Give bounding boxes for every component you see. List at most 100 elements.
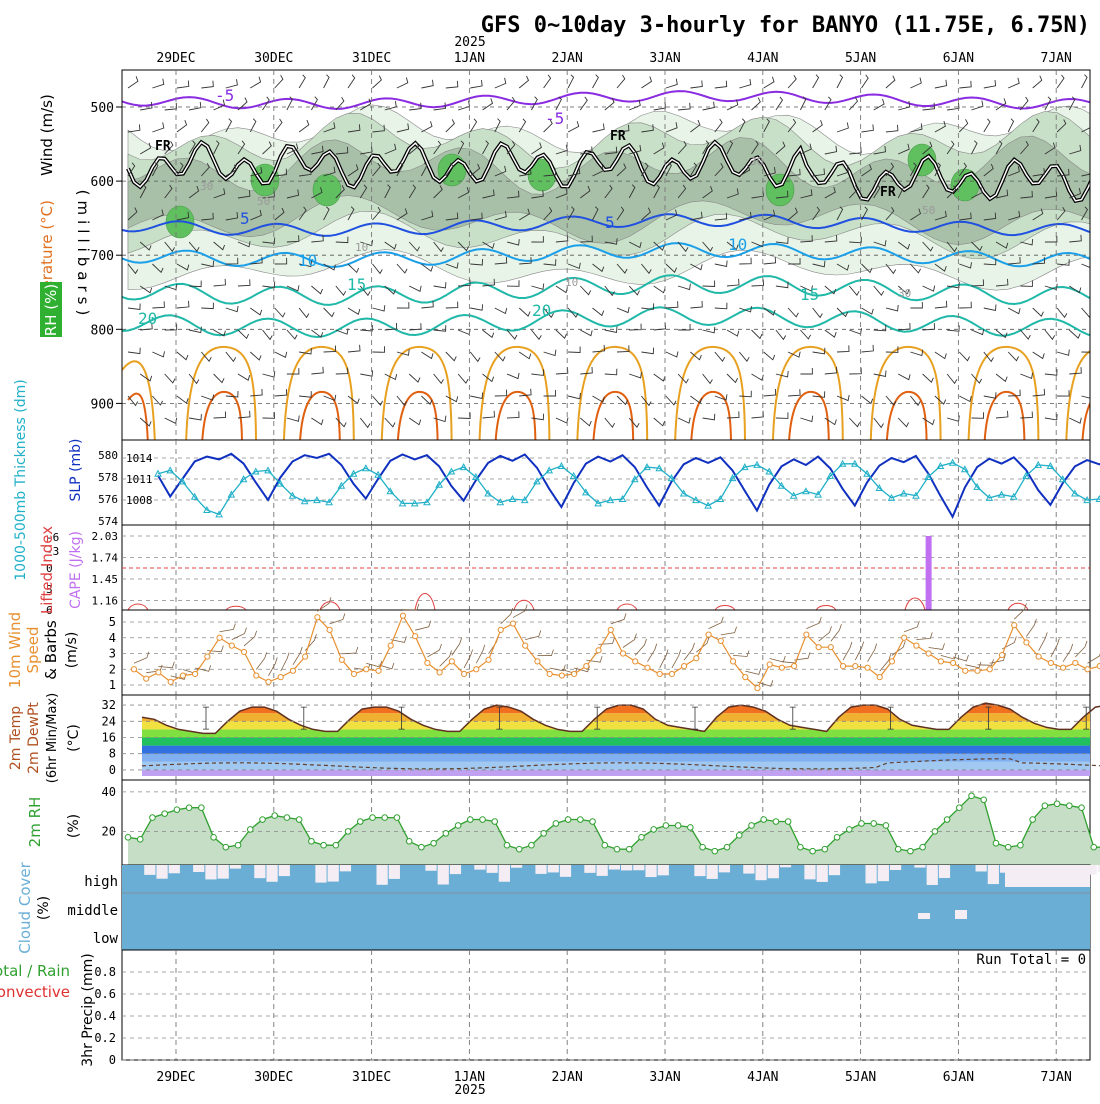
wind10-barb [831, 624, 842, 641]
cloud-high-gap [597, 865, 608, 876]
temp-legend-3: (6hr Min/Max) [45, 693, 60, 783]
wind10-barb [770, 656, 786, 662]
top-date-label: 30DEC [254, 51, 293, 66]
rh-marker [504, 842, 510, 848]
cloud-high-gap [755, 865, 766, 880]
wind-barb [1033, 76, 1042, 88]
wind-barb [373, 76, 382, 88]
rh-marker [174, 807, 180, 813]
rh-marker [761, 817, 767, 823]
wind-barb [886, 125, 898, 132]
rh-marker [345, 829, 351, 835]
temp-contour-20 [122, 307, 1100, 337]
wind-barb [764, 257, 776, 264]
wind-speed-marker [1085, 667, 1090, 672]
wind10-barb [819, 626, 832, 641]
wind-barb [984, 305, 996, 311]
wind-barb [507, 373, 519, 379]
wind-barb [910, 302, 922, 308]
cloud-high-gap [218, 865, 229, 879]
wind-barb [1094, 367, 1100, 374]
wind-barb [666, 79, 677, 88]
wind-barb [263, 371, 275, 377]
temp-contour-boundary-outer [968, 347, 1038, 445]
rh-marker [125, 835, 131, 841]
cloud-high-gap [315, 865, 326, 883]
wind-barb [690, 81, 702, 88]
wind10-barb [1039, 632, 1048, 650]
wind-barb [238, 330, 249, 338]
wind-speed-marker [327, 627, 332, 632]
temp-tick-label: 32 [102, 698, 116, 712]
rh-marker [137, 836, 143, 842]
temp-band [122, 738, 1090, 746]
slp-tick-label: 1011 [126, 473, 153, 486]
wind-barb [703, 281, 715, 287]
wind-barb [556, 330, 567, 338]
wind-barb [837, 345, 849, 352]
wind10-barb [268, 658, 277, 676]
wind-speed-marker [1024, 640, 1029, 645]
wind-barb [825, 418, 837, 425]
freezing-level-label: FR [880, 185, 896, 200]
temp-legend-4: (°C) [66, 724, 82, 752]
wind10-barb [623, 634, 637, 648]
contour-label: 5 [605, 213, 615, 232]
wind10-barb [220, 623, 236, 631]
rh-marker [626, 846, 632, 852]
precip-run-total: Run Total = 0 [976, 952, 1086, 968]
wind10-barb [464, 650, 473, 668]
wind-barb [470, 352, 480, 361]
wind10-barb [660, 649, 668, 668]
cloud-high-gap [450, 865, 461, 874]
wind-barb [959, 396, 971, 402]
wind10-barb [880, 654, 891, 671]
rh-marker [590, 819, 596, 825]
wind-barb [348, 396, 359, 403]
wind-barb [1082, 393, 1094, 399]
cloud-high-gap [645, 865, 656, 877]
rh-marker [810, 848, 816, 854]
temp-minmax-marker [203, 707, 209, 729]
rh-marker [162, 811, 168, 817]
wind-barb [984, 80, 996, 88]
rh-marker [186, 805, 192, 811]
wind-barb [348, 308, 360, 314]
rh-marker [724, 844, 730, 850]
wind-barb [128, 396, 138, 405]
wind-barb [715, 261, 727, 267]
wind-barb [434, 374, 444, 383]
wind-speed-marker [229, 643, 234, 648]
cloud-high-gap [230, 865, 241, 869]
wind-barb [764, 389, 776, 396]
precip-legend-axis: 3hr Precip (mm) [80, 953, 96, 1066]
wind-tick-label: 3 [109, 647, 116, 661]
rh-marker [382, 815, 388, 821]
cloud-high-gap [254, 865, 265, 878]
wind10-barb [855, 642, 863, 661]
cape-legend-cape: CAPE (J/kg) [68, 531, 84, 609]
wind-barb [849, 418, 859, 427]
wind-barb [641, 348, 653, 354]
pressure-tick-label: 600 [91, 175, 114, 190]
wind-barb [727, 330, 739, 336]
wind10-barb [427, 644, 441, 657]
wind-speed-marker [718, 638, 723, 643]
wind-barb [959, 302, 971, 308]
wind-barb [1094, 286, 1100, 295]
wind-tick-label: 5 [109, 615, 116, 629]
wind-barb [800, 368, 812, 374]
rh-marker [1030, 817, 1036, 823]
wind-barb [544, 350, 556, 356]
temp-legend-2: 2m DewPt [26, 702, 42, 774]
cloud-high-gap [658, 865, 669, 875]
wind-barb [507, 411, 519, 418]
wind-barb [177, 120, 187, 132]
wind-barb [507, 280, 519, 286]
rh-marker [419, 844, 425, 850]
precip-tick-label: 0 [109, 1053, 116, 1067]
cloud-high-gap [499, 865, 510, 882]
wind10-barb [916, 632, 932, 639]
